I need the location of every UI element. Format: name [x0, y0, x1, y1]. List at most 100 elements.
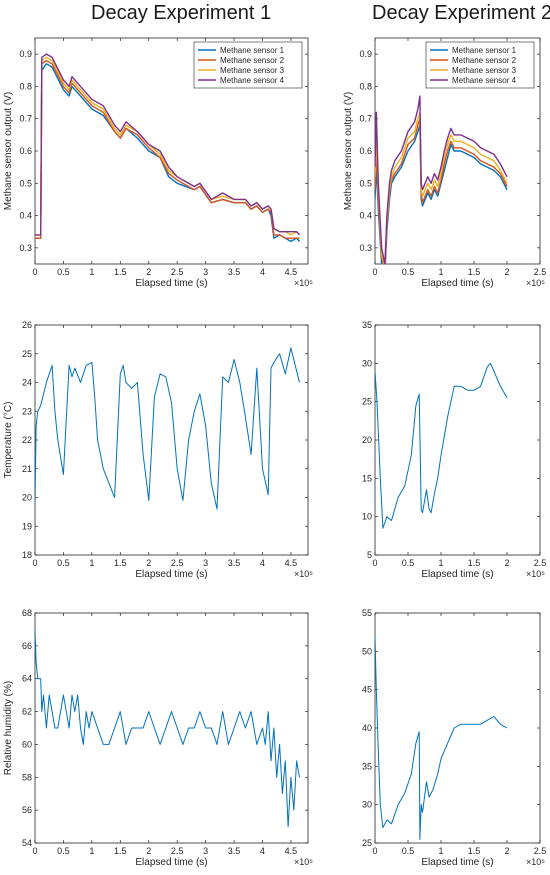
x-tick-label: 0.5 — [57, 846, 70, 856]
x-tick-label: 2.5 — [171, 267, 184, 277]
y-tick-label: 35 — [362, 320, 372, 330]
x-tick-label: 1 — [438, 267, 443, 277]
x-exponent-label: ×10⁵ — [294, 569, 313, 579]
legend-entry: Methane sensor 4 — [452, 76, 517, 85]
chart-e2-methane: 0 0.5 1 1.5 2 2.5 0.3 0.4 0.5 0.6 0.7 0.8 0.9 ×10⁵ Ela… — [343, 37, 547, 289]
chart-e2-humidity: 0 0.5 1 1.5 2 2.5 25 30 35 40 45 50 55 ×10⁵ Elapsed ti… — [362, 608, 546, 868]
y-tick-label: 0.8 — [359, 81, 372, 91]
x-axis-label: Elapsed time (s) — [421, 278, 493, 289]
x-tick-label: 1 — [89, 267, 94, 277]
y-tick-label: 40 — [362, 723, 372, 733]
y-tick-label: 55 — [362, 608, 372, 618]
chart-e1-humidity: 0 0.5 1 1.5 2 2.5 3 3.5 4 4.5 54 56 58 60 62 64 66 68 ×10⁵… — [3, 608, 313, 868]
x-axis-label: Elapsed time (s) — [135, 278, 207, 289]
x-tick-label: 2 — [146, 267, 151, 277]
x-tick-label: 2 — [146, 558, 151, 568]
y-axis-label: Temperature (°C) — [3, 402, 14, 479]
plot-area — [374, 324, 541, 556]
x-tick-label: 0 — [32, 846, 37, 856]
y-tick-label: 45 — [362, 685, 372, 695]
y-tick-label: 15 — [362, 473, 372, 483]
y-tick-label: 26 — [22, 320, 32, 330]
x-tick-label: 2.5 — [534, 558, 547, 568]
x-tick-label: 3.5 — [228, 267, 241, 277]
x-exponent-label: ×10⁵ — [294, 278, 313, 288]
series-group — [375, 362, 508, 529]
y-tick-label: 0.6 — [359, 146, 372, 156]
y-tick-label: 22 — [22, 435, 32, 445]
x-tick-label: 4 — [260, 558, 265, 568]
legend-entry: Methane sensor 2 — [220, 56, 285, 65]
y-tick-label: 68 — [22, 608, 32, 618]
x-axis-label: Elapsed time (s) — [135, 857, 207, 868]
y-tick-label: 0.9 — [19, 49, 32, 59]
series-group — [35, 53, 301, 243]
x-tick-label: 4.5 — [285, 558, 298, 568]
column-title-experiment-2: Decay Experiment 2 — [372, 2, 550, 24]
x-exponent-label: ×10⁵ — [526, 569, 545, 579]
plot-area — [374, 612, 541, 844]
x-tick-label: 1 — [89, 846, 94, 856]
x-tick-label: 2.5 — [534, 267, 547, 277]
column-title-experiment-1: Decay Experiment 1 — [91, 2, 272, 24]
x-tick-label: 1.5 — [468, 267, 481, 277]
series-group — [35, 347, 300, 510]
y-tick-label: 0.5 — [359, 178, 372, 188]
y-tick-label: 58 — [22, 772, 32, 782]
x-tick-label: 2 — [504, 846, 509, 856]
series-line-1 — [375, 362, 508, 529]
x-tick-label: 0 — [372, 846, 377, 856]
x-tick-label: 4.5 — [285, 267, 298, 277]
y-tick-label: 0.6 — [19, 146, 32, 156]
plot-area — [34, 324, 309, 556]
x-exponent-label: ×10⁵ — [526, 857, 545, 867]
x-tick-label: 4 — [260, 846, 265, 856]
y-tick-label: 62 — [22, 707, 32, 717]
x-tick-label: 3.5 — [228, 846, 241, 856]
x-tick-label: 1.5 — [114, 558, 127, 568]
x-tick-label: 0 — [372, 558, 377, 568]
x-tick-label: 1.5 — [468, 558, 481, 568]
series-line-1 — [375, 635, 508, 840]
y-tick-label: 0.3 — [359, 243, 372, 253]
x-axis-label: Elapsed time (s) — [135, 569, 207, 580]
y-tick-label: 19 — [22, 521, 32, 531]
x-tick-label: 3.5 — [228, 558, 241, 568]
y-tick-label: 35 — [362, 761, 372, 771]
x-tick-label: 0.5 — [57, 558, 70, 568]
x-axis-label: Elapsed time (s) — [421, 857, 493, 868]
y-tick-label: 54 — [22, 838, 32, 848]
y-tick-label: 25 — [22, 349, 32, 359]
x-tick-label: 2 — [504, 267, 509, 277]
x-tick-label: 2 — [504, 558, 509, 568]
x-tick-label: 2.5 — [534, 846, 547, 856]
x-tick-label: 0 — [32, 558, 37, 568]
x-tick-label: 1.5 — [114, 846, 127, 856]
y-tick-label: 56 — [22, 805, 32, 815]
series-line-4 — [35, 53, 301, 236]
y-tick-label: 0.8 — [19, 81, 32, 91]
x-tick-label: 0 — [372, 267, 377, 277]
series-group — [35, 629, 300, 828]
series-group — [375, 635, 508, 840]
legend-entry: Methane sensor 3 — [220, 66, 285, 75]
chart-e2-temperature: 0 0.5 1 1.5 2 2.5 5 10 15 20 25 30 35 ×10⁵ Elapsed tim… — [362, 320, 546, 580]
y-tick-label: 0.7 — [359, 114, 372, 124]
x-tick-label: 3 — [203, 558, 208, 568]
y-tick-label: 5 — [367, 550, 372, 560]
y-tick-label: 10 — [362, 512, 372, 522]
y-tick-label: 25 — [362, 838, 372, 848]
legend-entry: Methane sensor 2 — [452, 56, 517, 65]
y-tick-label: 21 — [22, 464, 32, 474]
y-tick-label: 30 — [362, 358, 372, 368]
y-tick-label: 30 — [362, 800, 372, 810]
x-exponent-label: ×10⁵ — [294, 857, 313, 867]
y-axis-label: Relative humidity (%) — [3, 681, 14, 775]
x-tick-label: 0.5 — [402, 846, 415, 856]
x-tick-label: 4 — [260, 267, 265, 277]
y-tick-label: 25 — [362, 397, 372, 407]
series-group — [375, 95, 508, 264]
x-tick-label: 1 — [89, 558, 94, 568]
chart-e1-methane: 0 0.5 1 1.5 2 2.5 3 3.5 4 4.5 0.3 0.4 0.5 0.6 0.7 0.8 0.… — [3, 37, 313, 289]
